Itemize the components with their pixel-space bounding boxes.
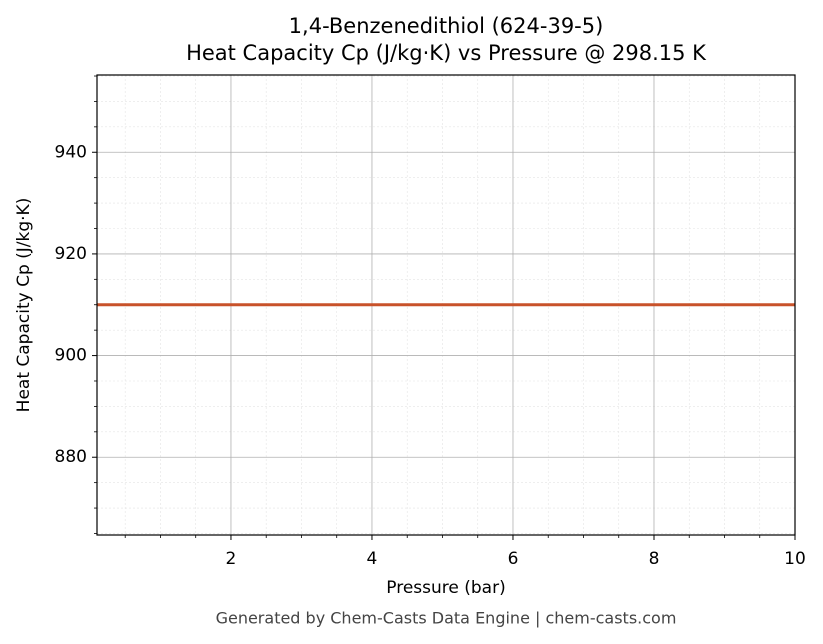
y-tick-label: 940 bbox=[55, 142, 87, 162]
x-tick-label: 2 bbox=[226, 549, 237, 569]
x-tick-label: 8 bbox=[649, 549, 660, 569]
x-tick-label: 10 bbox=[784, 549, 806, 569]
x-tick-label: 4 bbox=[367, 549, 378, 569]
y-tick-label: 900 bbox=[55, 346, 87, 366]
x-tick-label: 6 bbox=[508, 549, 519, 569]
chart-title: 1,4-Benzenedithiol (624-39-5) bbox=[289, 14, 604, 38]
plot-frame bbox=[96, 74, 796, 536]
y-tick-label: 880 bbox=[55, 447, 87, 467]
y-axis-label: Heat Capacity Cp (J/kg·K) bbox=[14, 198, 34, 413]
y-tick-label: 920 bbox=[55, 244, 87, 264]
footer: Generated by Chem-Casts Data Engine | ch… bbox=[216, 609, 677, 628]
chart-subtitle: Heat Capacity Cp (J/kg·K) vs Pressure @ … bbox=[186, 41, 707, 65]
x-axis-label: Pressure (bar) bbox=[386, 578, 505, 598]
